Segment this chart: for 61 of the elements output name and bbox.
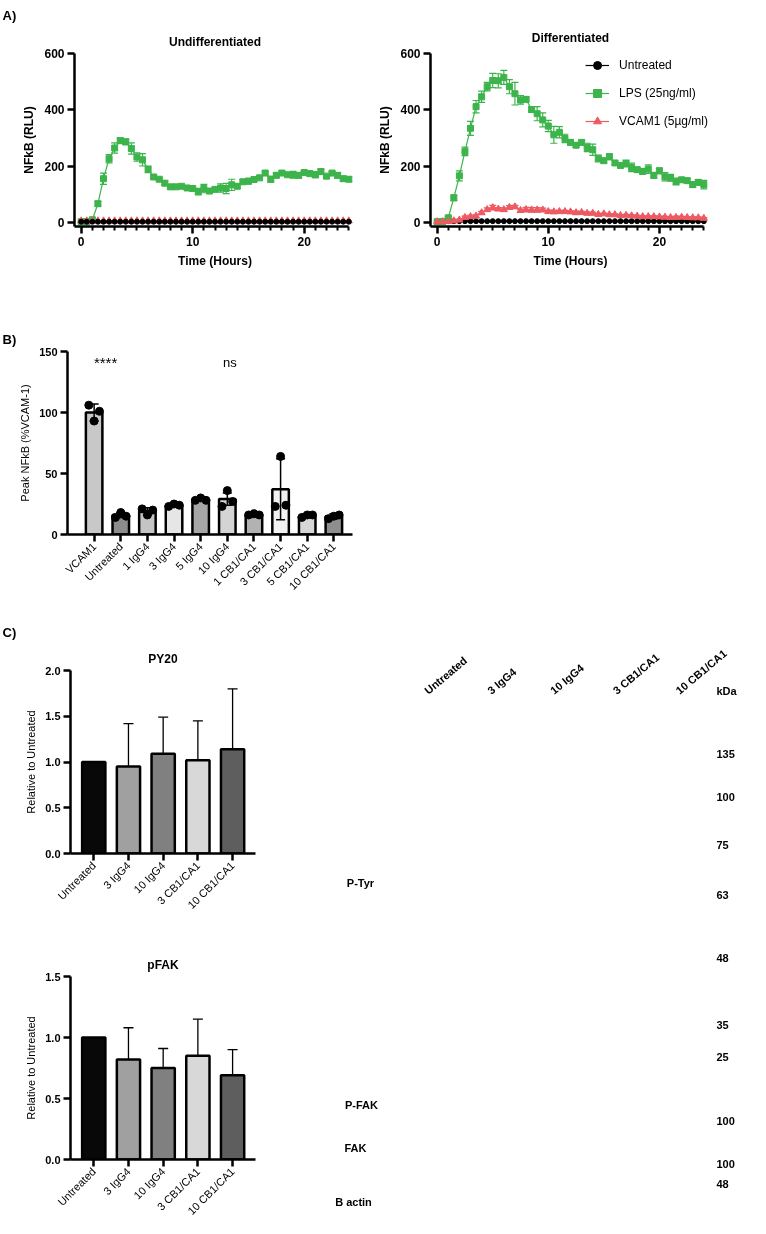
- y-tick-label: 0.5: [45, 1092, 61, 1105]
- x-tick-label: 10: [186, 234, 200, 249]
- y-tick-label: 100: [39, 406, 58, 419]
- text: 48: [716, 951, 729, 964]
- text: B actin: [335, 1195, 373, 1208]
- y-tick-label: 400: [400, 103, 421, 118]
- legend-label: LPS (25ng/ml): [619, 85, 696, 102]
- text: 48: [716, 1177, 729, 1190]
- y-tick-label: 600: [400, 47, 421, 61]
- y-tick-label: 600: [44, 47, 65, 61]
- chart-title: Differentiated: [531, 30, 610, 45]
- y-axis-title: NFkB (RLU): [378, 106, 393, 174]
- text: 100: [716, 1157, 735, 1170]
- y-tick-label: 2.0: [45, 664, 61, 677]
- x-tick-label: 0: [433, 234, 441, 249]
- text: 75: [716, 838, 729, 851]
- y-tick-label: 400: [44, 103, 65, 118]
- y-tick-label: 1.5: [45, 710, 61, 723]
- y-tick-label: 1.0: [45, 756, 61, 768]
- y-tick-label: 200: [44, 159, 65, 174]
- text: B): [2, 331, 17, 347]
- text: kDa: [716, 684, 738, 697]
- y-axis-title: Peak NFkB (%VCAM-1): [19, 384, 32, 502]
- x-tick-label: 10: [541, 234, 556, 249]
- text: FAK: [344, 1141, 367, 1154]
- chart-title: PY20: [148, 651, 178, 666]
- text: 100: [716, 790, 735, 803]
- legend-label: Untreated: [619, 57, 672, 74]
- text: 100: [716, 1114, 735, 1127]
- y-tick-label: 0: [413, 215, 421, 230]
- y-tick-label: 0.0: [45, 847, 61, 860]
- text: 35: [716, 1018, 729, 1031]
- x-tick-label: 0: [77, 234, 85, 249]
- y-tick-label: 0.0: [45, 1153, 61, 1166]
- text: 63: [716, 888, 729, 901]
- y-tick-label: 0: [57, 215, 65, 230]
- y-tick-label: 1.5: [45, 970, 61, 983]
- text: 25: [716, 1050, 729, 1063]
- x-tick-label: 20: [297, 234, 312, 249]
- chart-title: Undifferentiated: [169, 34, 262, 49]
- chart-title: pFAK: [147, 957, 179, 972]
- legend-label: VCAM1 (5µg/ml): [619, 113, 708, 130]
- y-axis-title: Relative to Untreated: [25, 710, 38, 814]
- x-axis-title: Time (Hours): [533, 253, 608, 268]
- y-axis-title: Relative to Untreated: [25, 1016, 38, 1120]
- y-tick-label: 0.5: [45, 801, 61, 814]
- annotation: ns: [223, 354, 238, 370]
- text: 135: [716, 747, 735, 760]
- y-axis-title: NFkB (RLU): [22, 106, 37, 174]
- y-tick-label: 1.0: [45, 1031, 61, 1044]
- text: P-FAK: [345, 1098, 379, 1111]
- y-tick-label: 150: [39, 345, 58, 358]
- text: P-Tyr: [346, 876, 375, 889]
- y-tick-label: 0: [51, 528, 58, 541]
- y-tick-label: 50: [45, 467, 58, 480]
- x-tick-label: 20: [652, 234, 667, 249]
- y-tick-label: 200: [400, 159, 421, 174]
- x-axis-title: Time (Hours): [178, 253, 252, 268]
- text: C): [2, 624, 17, 640]
- text: A): [2, 7, 17, 23]
- annotation: ****: [93, 353, 118, 371]
